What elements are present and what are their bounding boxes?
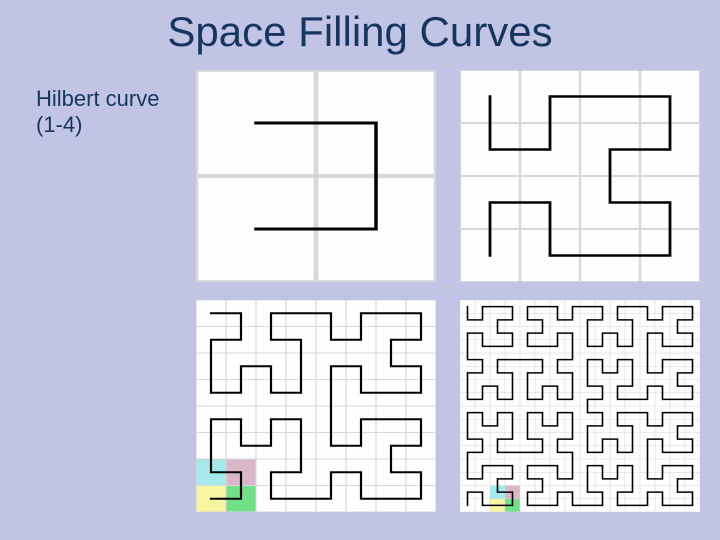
hilbert-panels <box>196 70 700 512</box>
hilbert-panel-2 <box>460 70 700 282</box>
label-line-1: Hilbert curve <box>36 86 159 111</box>
subtitle-label: Hilbert curve (1-4) <box>36 86 159 139</box>
hilbert-panel-3 <box>196 300 436 512</box>
hilbert-panel-4 <box>460 300 700 512</box>
page-title: Space Filling Curves <box>0 8 720 56</box>
label-line-2: (1-4) <box>36 112 82 137</box>
hilbert-panel-1 <box>196 70 436 282</box>
